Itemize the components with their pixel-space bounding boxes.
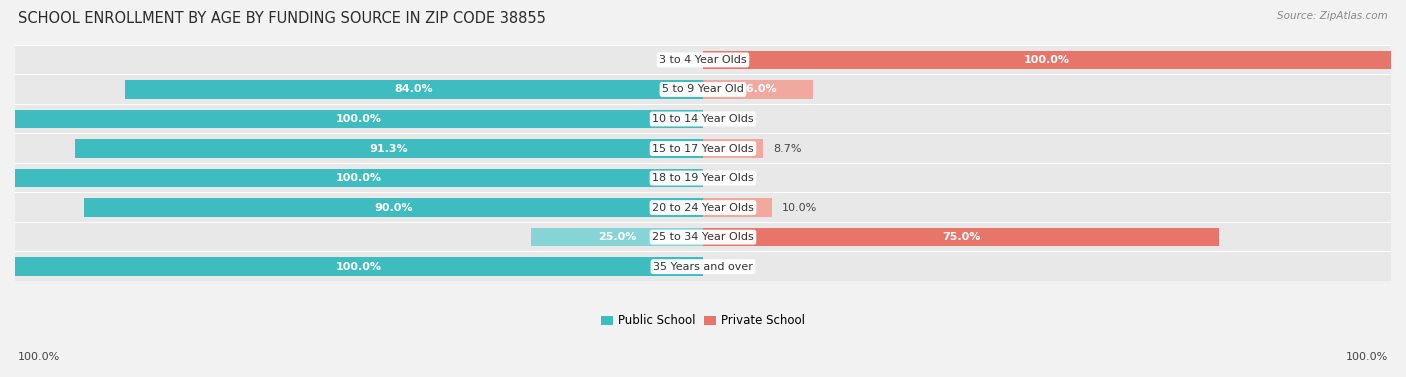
Bar: [703, 46, 1391, 74]
Bar: [703, 198, 772, 217]
Bar: [703, 105, 1391, 133]
Text: 35 Years and over: 35 Years and over: [652, 262, 754, 272]
Bar: [703, 139, 763, 158]
Bar: [84, 198, 703, 217]
Bar: [703, 228, 1219, 246]
Text: 100.0%: 100.0%: [336, 262, 382, 272]
Bar: [75, 139, 703, 158]
Bar: [15, 257, 703, 276]
Bar: [703, 253, 1391, 281]
Text: 0.0%: 0.0%: [717, 114, 745, 124]
Text: 16.0%: 16.0%: [738, 84, 778, 95]
Bar: [15, 223, 703, 251]
Text: 8.7%: 8.7%: [773, 144, 801, 153]
Bar: [703, 134, 1391, 163]
Bar: [531, 228, 703, 246]
Bar: [15, 193, 703, 222]
Text: 75.0%: 75.0%: [942, 232, 980, 242]
Bar: [15, 191, 1391, 225]
Text: 100.0%: 100.0%: [1346, 352, 1388, 362]
Text: 100.0%: 100.0%: [336, 173, 382, 183]
Bar: [15, 110, 703, 128]
Text: 100.0%: 100.0%: [18, 352, 60, 362]
Text: 25 to 34 Year Olds: 25 to 34 Year Olds: [652, 232, 754, 242]
Text: 10.0%: 10.0%: [782, 202, 817, 213]
Bar: [15, 132, 1391, 166]
Bar: [15, 75, 703, 104]
Bar: [15, 169, 703, 187]
Bar: [15, 105, 703, 133]
Bar: [703, 80, 813, 99]
Text: 84.0%: 84.0%: [395, 84, 433, 95]
Text: 91.3%: 91.3%: [370, 144, 408, 153]
Bar: [703, 75, 1391, 104]
Bar: [15, 43, 1391, 77]
Text: 0.0%: 0.0%: [717, 262, 745, 272]
Text: 5 to 9 Year Old: 5 to 9 Year Old: [662, 84, 744, 95]
Bar: [703, 193, 1391, 222]
Text: 10 to 14 Year Olds: 10 to 14 Year Olds: [652, 114, 754, 124]
Text: 3 to 4 Year Olds: 3 to 4 Year Olds: [659, 55, 747, 65]
Bar: [15, 102, 1391, 136]
Bar: [703, 164, 1391, 192]
Text: 100.0%: 100.0%: [1024, 55, 1070, 65]
Text: 20 to 24 Year Olds: 20 to 24 Year Olds: [652, 202, 754, 213]
Bar: [15, 164, 703, 192]
Text: 0.0%: 0.0%: [717, 173, 745, 183]
Legend: Public School, Private School: Public School, Private School: [600, 314, 806, 328]
Bar: [15, 134, 703, 163]
Text: 0.0%: 0.0%: [661, 55, 689, 65]
Bar: [15, 161, 1391, 195]
Text: 15 to 17 Year Olds: 15 to 17 Year Olds: [652, 144, 754, 153]
Bar: [15, 253, 703, 281]
Text: 100.0%: 100.0%: [336, 114, 382, 124]
Text: Source: ZipAtlas.com: Source: ZipAtlas.com: [1277, 11, 1388, 21]
Bar: [15, 72, 1391, 106]
Bar: [703, 51, 1391, 69]
Bar: [15, 250, 1391, 284]
Bar: [125, 80, 703, 99]
Bar: [703, 223, 1391, 251]
Text: SCHOOL ENROLLMENT BY AGE BY FUNDING SOURCE IN ZIP CODE 38855: SCHOOL ENROLLMENT BY AGE BY FUNDING SOUR…: [18, 11, 546, 26]
Bar: [15, 46, 703, 74]
Text: 18 to 19 Year Olds: 18 to 19 Year Olds: [652, 173, 754, 183]
Text: 90.0%: 90.0%: [374, 202, 412, 213]
Bar: [15, 220, 1391, 254]
Text: 25.0%: 25.0%: [598, 232, 636, 242]
